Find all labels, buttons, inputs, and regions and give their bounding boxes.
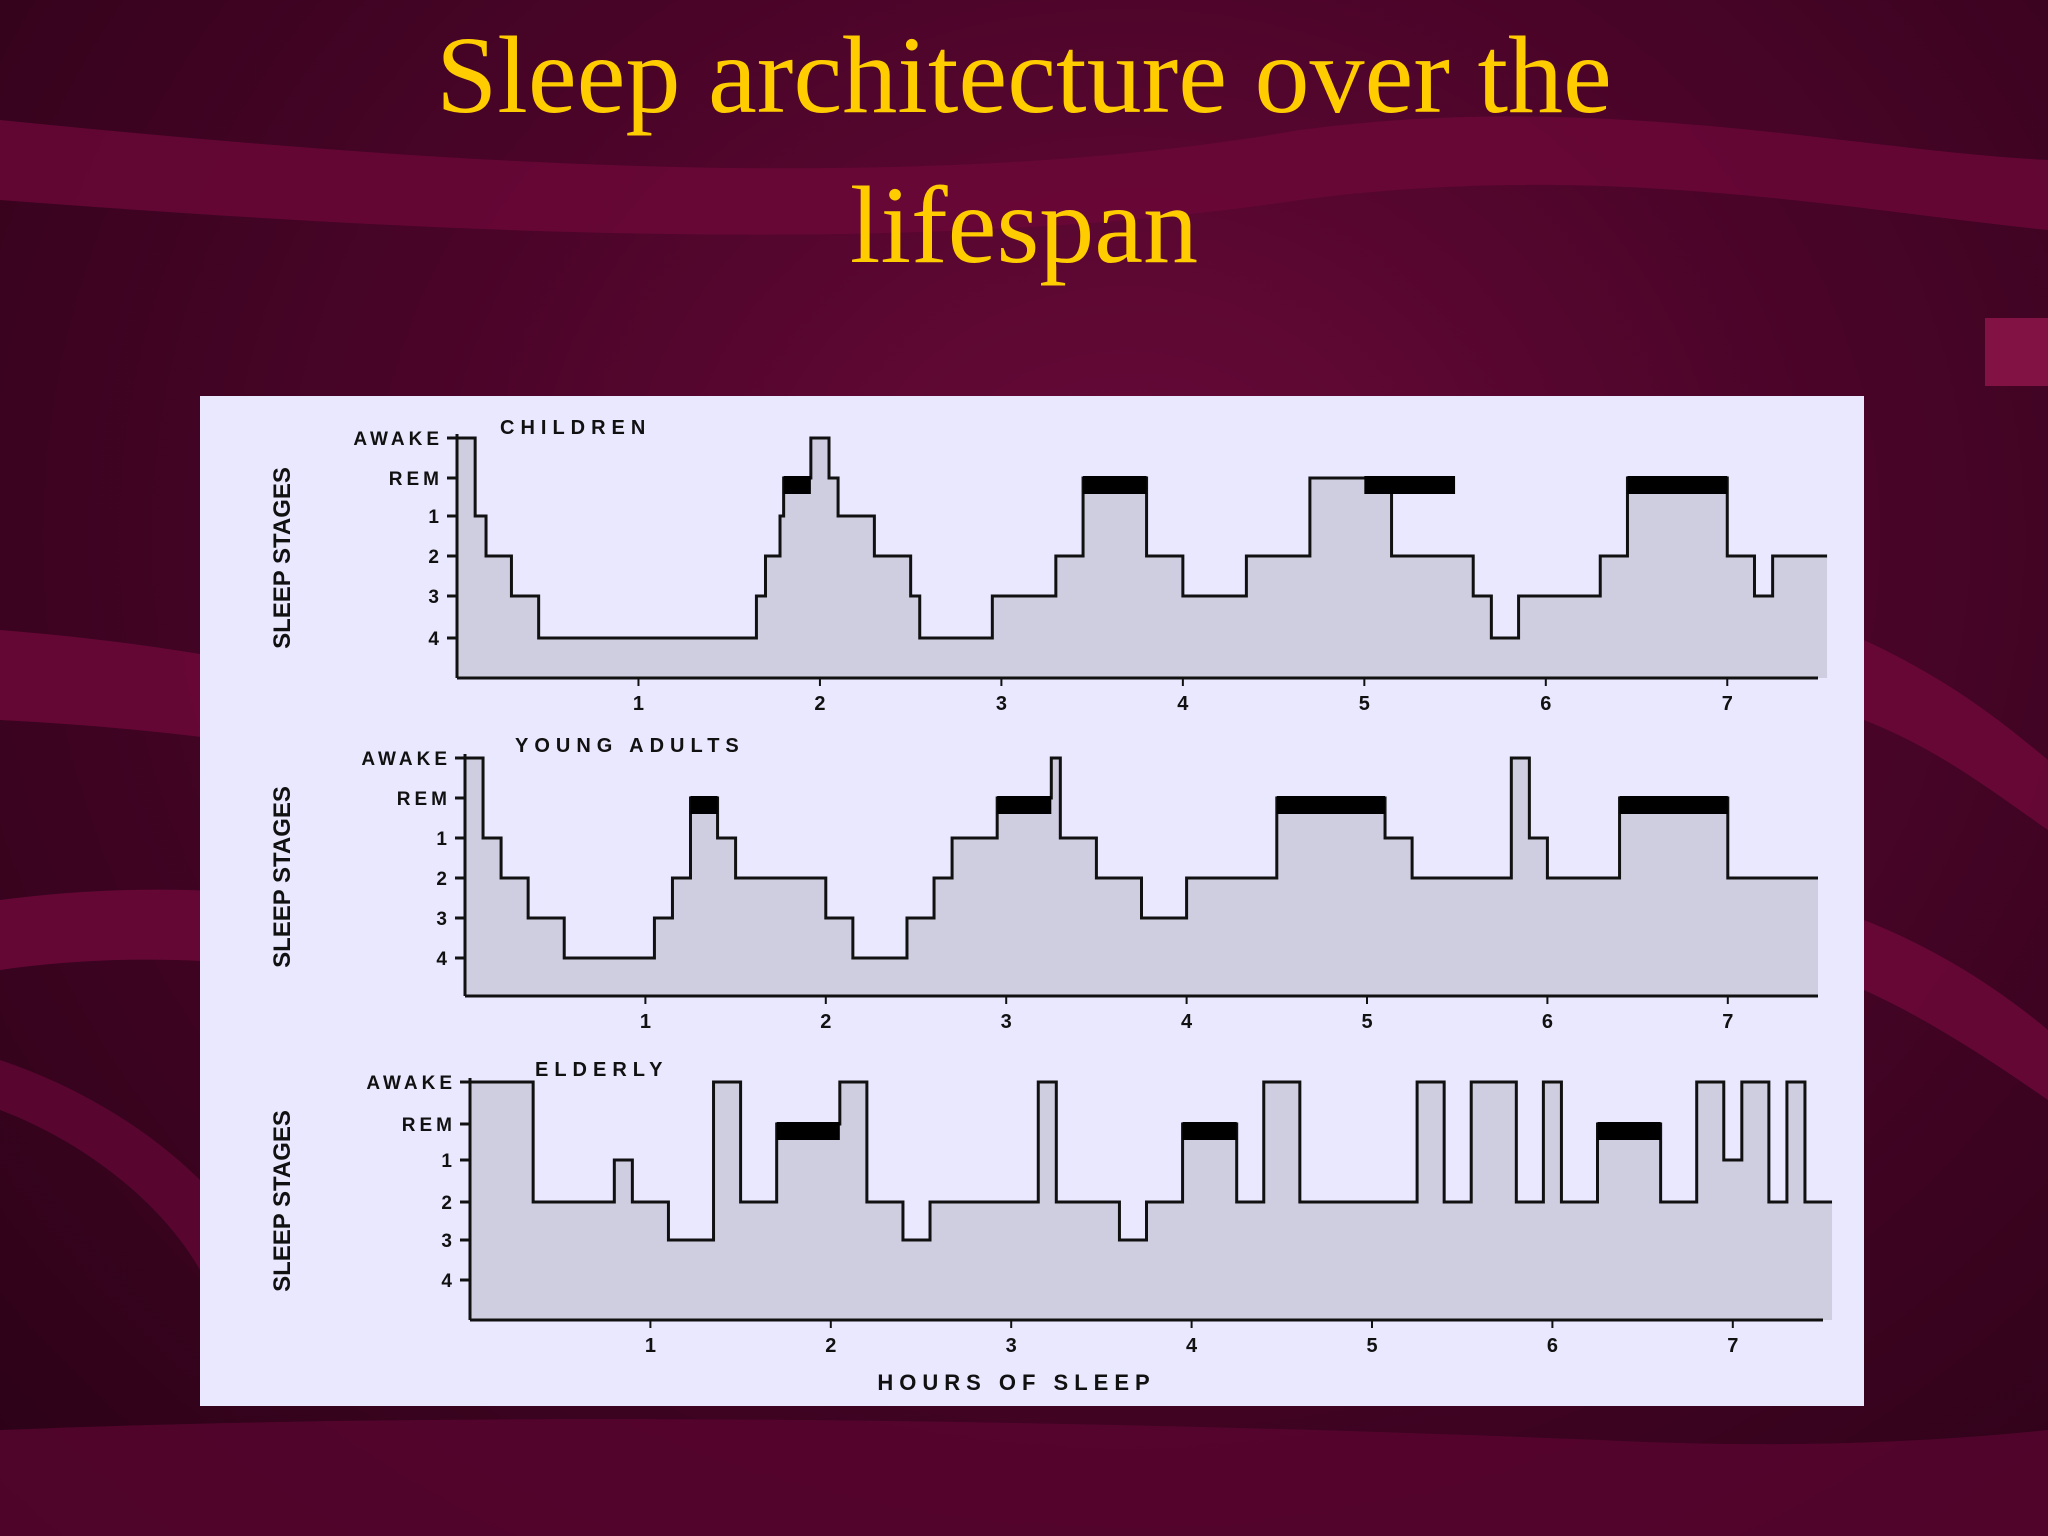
hypnogram-svg: AWAKE REM 1 2 3 4 1 2 3 4 5 6 7 CHILDREN SLEEP STAGES A… (269, 417, 1833, 1395)
x-tick-label: 6 (1542, 1011, 1553, 1033)
x-tick-label: 4 (1186, 1335, 1198, 1357)
rem-period-bar (783, 476, 811, 494)
y-tick-label: AWAKE (361, 749, 451, 770)
hypnogram-shading (457, 438, 1828, 678)
y-tick-label: 3 (441, 1231, 456, 1252)
x-tick-label: 3 (1006, 1335, 1017, 1357)
rem-period-bar (1276, 796, 1386, 814)
x-tick-label: 1 (645, 1335, 656, 1357)
rem-period-bar (1083, 476, 1147, 494)
hypnogram-figure: AWAKE REM 1 2 3 4 1 2 3 4 5 6 7 CHILDREN SLEEP STAGES A… (200, 396, 1864, 1406)
x-tick-label: 7 (1722, 1011, 1733, 1033)
panel-title: CHILDREN (500, 417, 651, 439)
y-tick-label: REM (389, 469, 443, 490)
x-axis-label: HOURS OF SLEEP (877, 1370, 1155, 1395)
y-tick-label: REM (402, 1115, 456, 1136)
title-line-2: lifespan (849, 164, 1199, 286)
rem-period-bar (1364, 476, 1456, 494)
hypnogram-line (470, 1080, 1833, 1242)
y-tick-label: AWAKE (366, 1073, 456, 1094)
x-tick-label: 3 (1001, 1011, 1012, 1033)
y-tick-label: 4 (436, 949, 451, 970)
hypnogram-line (465, 756, 1818, 960)
y-tick-label: 4 (428, 629, 443, 650)
x-tick-label: 6 (1547, 1335, 1558, 1357)
rem-period-bar (1597, 1122, 1661, 1140)
x-tick-label: 4 (1181, 1011, 1193, 1033)
slide-title: Sleep architecture over the lifespan (224, 0, 1824, 300)
y-tick-label: 2 (436, 869, 451, 890)
rem-period-bar (1619, 796, 1728, 814)
y-tick-label: 4 (441, 1271, 456, 1292)
y-tick-label: 2 (428, 547, 443, 568)
hypnogram-line (457, 436, 1828, 640)
x-tick-label: 2 (814, 693, 825, 715)
y-tick-label: 1 (441, 1151, 456, 1172)
y-tick-label: 3 (428, 587, 443, 608)
y-axis-label: SLEEP STAGES (269, 1110, 296, 1292)
x-tick-label: 7 (1722, 693, 1733, 715)
x-tick-label: 6 (1540, 693, 1551, 715)
x-tick-label: 2 (820, 1011, 831, 1033)
y-tick-label: AWAKE (353, 429, 443, 450)
title-line-1: Sleep architecture over the (436, 14, 1612, 136)
hypnogram-shading (470, 1082, 1833, 1320)
x-tick-label: 3 (996, 693, 1007, 715)
rem-period-bar (1182, 1122, 1237, 1140)
x-tick-label: 1 (640, 1011, 651, 1033)
x-tick-label: 4 (1177, 693, 1189, 715)
hypnogram-shading (465, 758, 1818, 996)
rem-period-bar (690, 796, 718, 814)
rem-period-bar (776, 1122, 840, 1140)
x-tick-label: 7 (1727, 1335, 1738, 1357)
y-tick-label: 1 (436, 829, 451, 850)
y-tick-label: REM (397, 789, 451, 810)
y-tick-label: 2 (441, 1193, 456, 1214)
x-tick-label: 1 (633, 693, 644, 715)
y-axis-label: SLEEP STAGES (269, 786, 296, 968)
y-tick-label: 1 (428, 507, 443, 528)
x-tick-label: 5 (1361, 1011, 1372, 1033)
x-tick-label: 5 (1359, 693, 1370, 715)
panel-title: YOUNG ADULTS (515, 735, 745, 757)
rem-period-bar (1627, 476, 1728, 494)
rem-period-bar (997, 796, 1052, 814)
x-tick-label: 5 (1366, 1335, 1377, 1357)
y-axis-label: SLEEP STAGES (269, 467, 296, 649)
x-tick-label: 2 (825, 1335, 836, 1357)
panel-title: ELDERLY (535, 1059, 669, 1081)
y-tick-label: 3 (436, 909, 451, 930)
